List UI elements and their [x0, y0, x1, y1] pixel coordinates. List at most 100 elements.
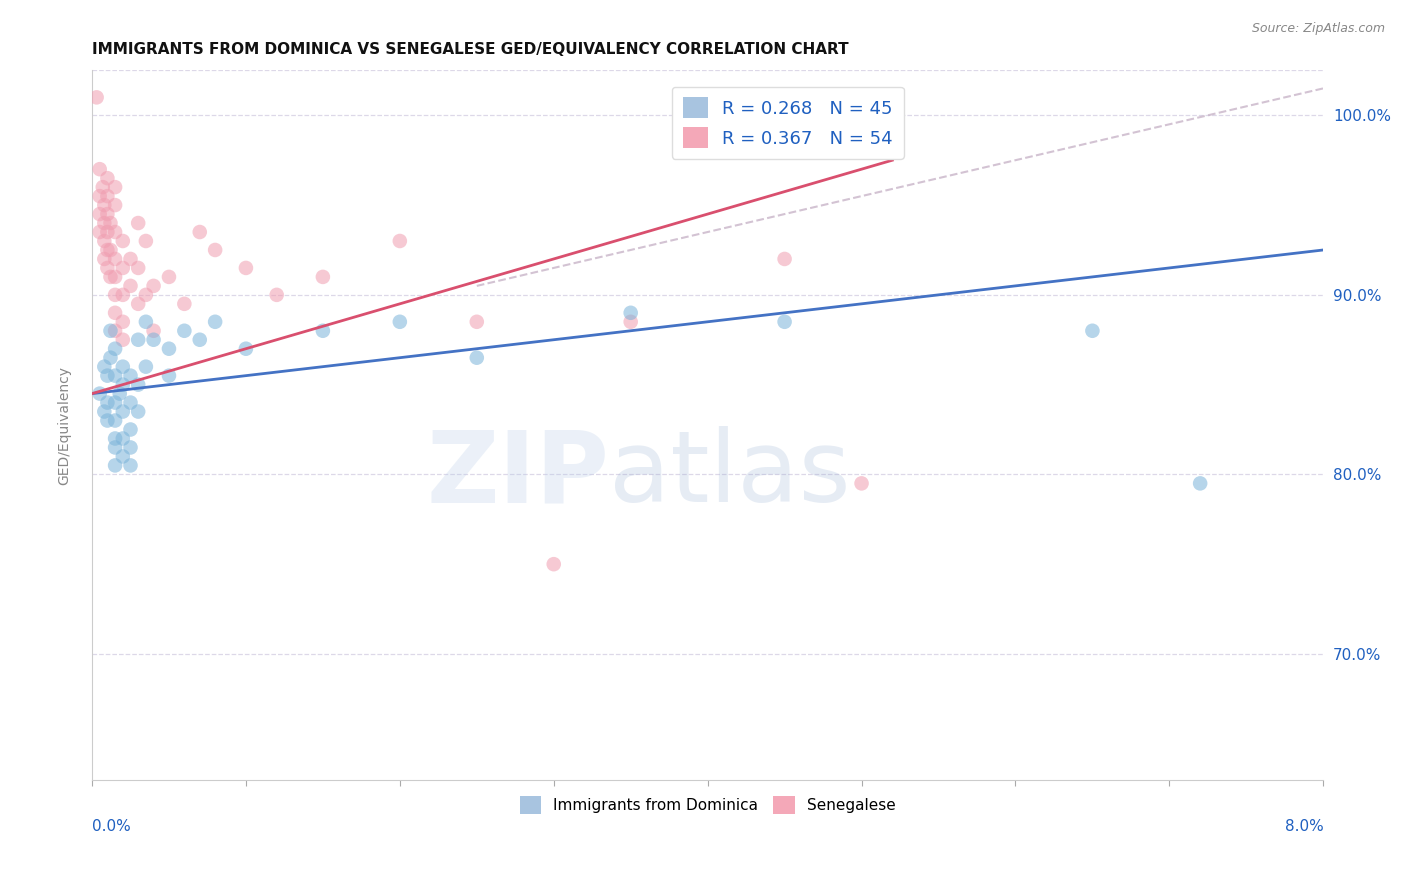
Point — [157, 368, 180, 383]
Point — [91, 180, 114, 194]
Point — [104, 432, 127, 446]
Point — [93, 252, 115, 266]
Point — [773, 252, 796, 266]
Point — [96, 260, 118, 275]
Point — [543, 557, 565, 571]
Point — [86, 90, 108, 104]
Point — [120, 395, 142, 409]
Point — [312, 269, 335, 284]
Legend: Immigrants from Dominica, Senegalese: Immigrants from Dominica, Senegalese — [512, 789, 904, 822]
Point — [100, 324, 122, 338]
Point — [104, 180, 127, 194]
Text: IMMIGRANTS FROM DOMINICA VS SENEGALESE GED/EQUIVALENCY CORRELATION CHART: IMMIGRANTS FROM DOMINICA VS SENEGALESE G… — [91, 42, 849, 57]
Point — [142, 333, 165, 347]
Text: Source: ZipAtlas.com: Source: ZipAtlas.com — [1251, 22, 1385, 36]
Point — [89, 207, 111, 221]
Point — [135, 234, 157, 248]
Point — [111, 260, 134, 275]
Point — [851, 476, 873, 491]
Text: ZIP: ZIP — [426, 426, 609, 524]
Point — [93, 216, 115, 230]
Point — [120, 423, 142, 437]
Point — [620, 315, 643, 329]
Point — [120, 441, 142, 455]
Point — [104, 368, 127, 383]
Point — [120, 458, 142, 473]
Text: 8.0%: 8.0% — [1285, 819, 1323, 834]
Point — [100, 243, 122, 257]
Point — [111, 315, 134, 329]
Point — [89, 162, 111, 177]
Point — [104, 269, 127, 284]
Point — [127, 297, 149, 311]
Point — [235, 342, 257, 356]
Point — [104, 458, 127, 473]
Point — [127, 404, 149, 418]
Point — [100, 216, 122, 230]
Point — [111, 359, 134, 374]
Point — [104, 306, 127, 320]
Point — [111, 333, 134, 347]
Point — [173, 297, 195, 311]
Point — [388, 315, 411, 329]
Point — [465, 315, 488, 329]
Point — [100, 351, 122, 365]
Point — [135, 359, 157, 374]
Point — [108, 386, 131, 401]
Point — [188, 225, 211, 239]
Point — [96, 171, 118, 186]
Point — [173, 324, 195, 338]
Point — [127, 377, 149, 392]
Point — [188, 333, 211, 347]
Point — [89, 225, 111, 239]
Point — [111, 432, 134, 446]
Point — [1081, 324, 1104, 338]
Point — [93, 359, 115, 374]
Point — [100, 269, 122, 284]
Point — [157, 269, 180, 284]
Point — [93, 234, 115, 248]
Point — [620, 306, 643, 320]
Point — [104, 395, 127, 409]
Point — [127, 260, 149, 275]
Point — [96, 243, 118, 257]
Point — [104, 413, 127, 427]
Point — [135, 315, 157, 329]
Point — [388, 234, 411, 248]
Point — [111, 234, 134, 248]
Point — [104, 441, 127, 455]
Point — [266, 288, 288, 302]
Point — [312, 324, 335, 338]
Point — [111, 404, 134, 418]
Point — [773, 315, 796, 329]
Point — [104, 198, 127, 212]
Point — [135, 288, 157, 302]
Point — [89, 189, 111, 203]
Point — [104, 342, 127, 356]
Point — [96, 395, 118, 409]
Point — [204, 315, 226, 329]
Point — [96, 413, 118, 427]
Point — [127, 333, 149, 347]
Point — [96, 207, 118, 221]
Point — [93, 198, 115, 212]
Y-axis label: GED/Equivalency: GED/Equivalency — [58, 366, 72, 484]
Point — [93, 404, 115, 418]
Text: 0.0%: 0.0% — [91, 819, 131, 834]
Point — [104, 288, 127, 302]
Point — [89, 386, 111, 401]
Point — [157, 342, 180, 356]
Point — [120, 368, 142, 383]
Point — [142, 278, 165, 293]
Point — [235, 260, 257, 275]
Point — [104, 324, 127, 338]
Point — [120, 252, 142, 266]
Point — [111, 377, 134, 392]
Point — [111, 450, 134, 464]
Point — [142, 324, 165, 338]
Point — [96, 368, 118, 383]
Point — [104, 252, 127, 266]
Point — [96, 189, 118, 203]
Point — [204, 243, 226, 257]
Text: atlas: atlas — [609, 426, 851, 524]
